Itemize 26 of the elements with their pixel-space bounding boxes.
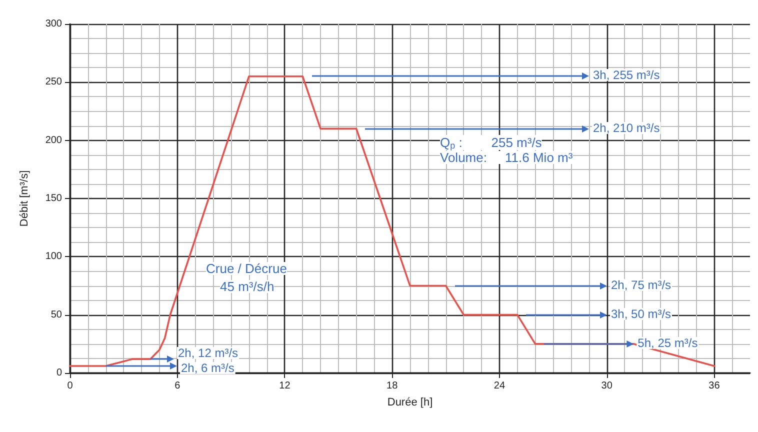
x-tick-label: 6 [174, 380, 181, 392]
x-tick-label: 24 [494, 380, 506, 392]
y-axis-title: Débit [m³/s] [18, 170, 30, 227]
y-tick-label: 0 [56, 368, 62, 378]
x-tick-label: 36 [708, 380, 720, 392]
y-tick-label: 100 [45, 251, 62, 262]
annotation: Crue / Décrue [206, 261, 287, 276]
x-tick-label: 0 [67, 380, 74, 392]
annotation: 2h, 210 m³/s [593, 121, 660, 135]
y-tick-label: 150 [45, 193, 62, 204]
annotation: 2h, 12 m³/s [178, 346, 238, 360]
annotation: 2h, 75 m³/s [611, 278, 672, 292]
y-tick-label: 300 [45, 18, 62, 30]
annotation: 45 m³/s/h [220, 279, 274, 294]
x-axis-title: Durée [h] [387, 396, 433, 408]
x-tick-label: 18 [386, 380, 398, 392]
x-tick-label: 30 [601, 380, 613, 392]
x-tick-label: 12 [279, 380, 291, 392]
annotation: 5h, 25 m³/s [638, 336, 698, 350]
y-tick-label: 50 [50, 309, 62, 320]
annotation: 2h, 6 m³/s [181, 361, 234, 375]
annotation: 3h, 255 m³/s [593, 68, 660, 82]
annotation: 3h, 50 m³/s [611, 307, 672, 321]
annotation: Volume: 11.6 Mio m³ [440, 150, 574, 165]
y-tick-label: 200 [45, 134, 62, 146]
y-tick-label: 250 [45, 76, 62, 88]
